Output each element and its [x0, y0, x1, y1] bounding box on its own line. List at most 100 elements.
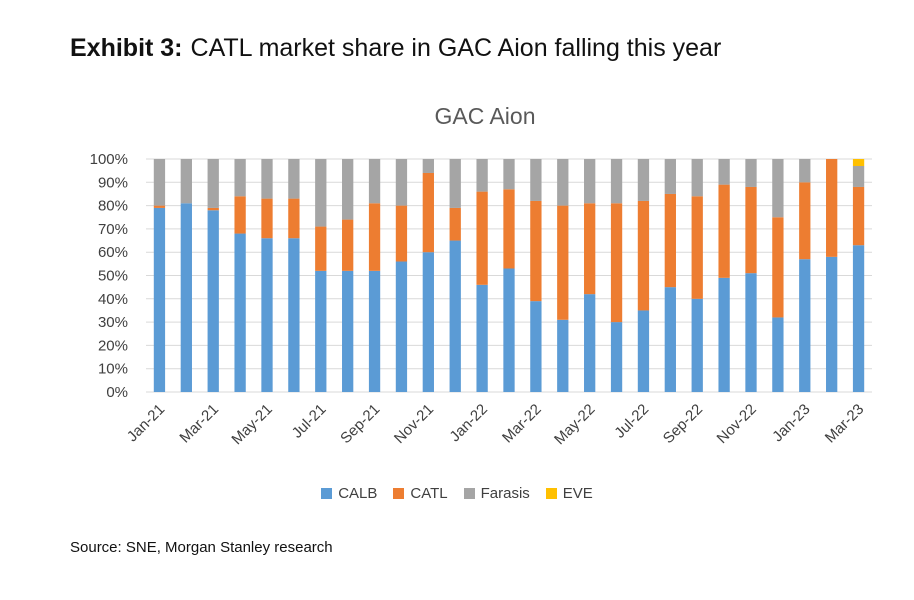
- x-tick-label: Sep-21: [337, 401, 383, 447]
- bar-segment-farasis: [153, 159, 166, 206]
- legend-item-eve: EVE: [545, 485, 593, 502]
- exhibit-title: CATL market share in GAC Aion falling th…: [190, 34, 722, 62]
- y-tick-label: 70%: [98, 221, 128, 238]
- chart-legend: CALB CATL Farasis EVE: [0, 485, 914, 502]
- bar-segment-calb: [342, 270, 354, 392]
- bar-segment-catl: [745, 186, 757, 274]
- legend-item-farasis: Farasis: [463, 485, 530, 502]
- bar-segment-catl: [664, 193, 676, 288]
- x-tick-label: Sep-22: [660, 401, 706, 447]
- bar-segment-farasis: [772, 159, 784, 218]
- x-tick-label: Jan-21: [124, 401, 168, 445]
- y-tick-label: 30%: [98, 314, 128, 331]
- bar-segment-calb: [584, 294, 596, 392]
- legend-item-catl: CATL: [393, 485, 448, 502]
- bar-segment-calb: [261, 238, 273, 392]
- bar-segment-calb: [799, 259, 811, 392]
- y-tick-label: 40%: [98, 291, 128, 308]
- bar-segment-calb: [449, 240, 461, 392]
- bar-segment-catl: [395, 205, 408, 262]
- bar-segment-farasis: [476, 159, 488, 192]
- exhibit-label: Exhibit 3:: [70, 34, 183, 62]
- bar-segment-catl: [342, 219, 354, 271]
- x-tick-label: May-22: [551, 401, 598, 448]
- bar-segment-calb: [691, 298, 703, 392]
- x-tick-label: Jan-22: [446, 401, 490, 445]
- bar-segment-calb: [395, 261, 408, 392]
- bar-segment-farasis: [422, 159, 434, 173]
- y-tick-label: 90%: [98, 174, 128, 191]
- y-tick-label: 0%: [106, 384, 128, 401]
- y-tick-label: 10%: [98, 361, 128, 378]
- bar-segment-calb: [530, 301, 542, 392]
- bars: [153, 159, 865, 392]
- x-axis-ticks: Jan-21 Mar-21 May-21 Jul-21 Sep-21 Nov-21 Jan-…: [124, 401, 868, 448]
- bar-segment-farasis: [530, 159, 542, 201]
- bar-segment-calb: [315, 270, 327, 392]
- legend-swatch: [393, 488, 405, 499]
- bar-segment-catl: [288, 198, 300, 239]
- bar-segment-calb: [153, 207, 166, 392]
- bar-segment-catl: [449, 207, 461, 241]
- stacked-bar-chart: GAC Aion 0% 10% 20% 30% 40% 50% 60% 70% 80% 90% 10…: [90, 103, 872, 448]
- bar-segment-catl: [368, 203, 381, 271]
- bar-segment-farasis: [207, 159, 219, 208]
- bar-segment-calb: [745, 273, 757, 392]
- bar-segment-farasis: [584, 159, 596, 204]
- bar-segment-calb: [476, 284, 488, 392]
- legend-label: EVE: [562, 485, 593, 502]
- legend-label: Farasis: [480, 485, 530, 502]
- x-tick-label: May-21: [228, 401, 275, 448]
- bar-segment-calb: [718, 277, 730, 392]
- bar-segment-farasis: [852, 165, 865, 187]
- x-tick-label: Nov-22: [714, 401, 760, 447]
- bar-segment-catl: [476, 191, 488, 285]
- y-axis-ticks: 0% 10% 20% 30% 40% 50% 60% 70% 80% 90% 100%: [90, 151, 128, 401]
- bar-segment-catl: [207, 207, 219, 211]
- bar-segment-catl: [772, 217, 784, 318]
- bar-segment-farasis: [718, 159, 730, 185]
- bar-segment-eve: [852, 159, 865, 166]
- legend-swatch: [463, 488, 475, 499]
- bar-segment-catl: [503, 189, 515, 269]
- x-tick-label: Nov-21: [391, 401, 437, 447]
- bar-segment-catl: [691, 196, 703, 299]
- chart-title: GAC Aion: [435, 103, 536, 129]
- x-tick-label: Jul-22: [611, 401, 652, 442]
- exhibit-heading: Exhibit 3: CATL market share in GAC Aion …: [70, 34, 721, 63]
- bar-segment-farasis: [315, 159, 327, 227]
- bar-segment-calb: [503, 268, 515, 392]
- bar-segment-calb: [852, 245, 865, 392]
- bar-segment-calb: [234, 233, 246, 392]
- bar-segment-catl: [153, 205, 166, 208]
- x-tick-label: Jul-21: [289, 401, 330, 442]
- y-tick-label: 100%: [90, 151, 128, 168]
- legend-item-calb: CALB: [321, 485, 377, 502]
- bar-segment-farasis: [449, 159, 461, 208]
- bar-segment-catl: [557, 205, 569, 320]
- bar-segment-farasis: [637, 159, 650, 201]
- legend-swatch: [321, 488, 333, 499]
- legend-swatch: [545, 488, 557, 499]
- bar-segment-catl: [261, 198, 273, 239]
- bar-segment-farasis: [557, 159, 569, 206]
- bar-segment-calb: [664, 287, 676, 392]
- bar-segment-calb: [422, 252, 434, 392]
- bar-segment-catl: [234, 196, 246, 234]
- bar-segment-farasis: [261, 159, 273, 199]
- bar-segment-farasis: [799, 159, 811, 183]
- y-tick-label: 50%: [98, 268, 128, 285]
- bar-segment-calb: [180, 203, 192, 392]
- bar-segment-calb: [826, 256, 838, 392]
- bar-segment-farasis: [288, 159, 300, 199]
- bar-segment-catl: [718, 184, 730, 278]
- bar-segment-farasis: [503, 159, 515, 190]
- legend-label: CALB: [338, 485, 378, 502]
- legend-label: CATL: [410, 485, 448, 502]
- bar-segment-catl: [826, 159, 838, 257]
- bar-segment-calb: [557, 319, 569, 392]
- bar-segment-calb: [207, 210, 219, 392]
- bar-segment-calb: [772, 317, 784, 392]
- bar-segment-catl: [422, 172, 434, 253]
- x-tick-label: Mar-22: [499, 401, 545, 447]
